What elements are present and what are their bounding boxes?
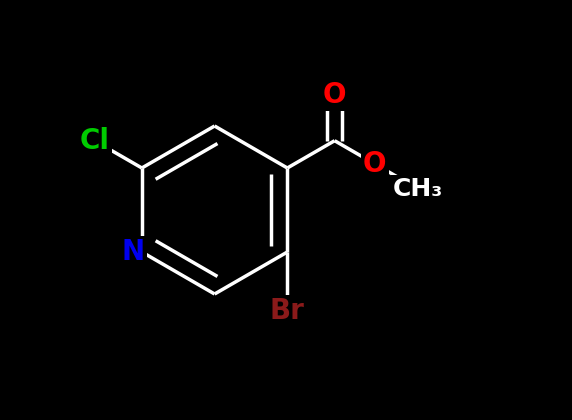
Text: CH₃: CH₃ [393, 177, 443, 201]
Text: O: O [363, 150, 387, 178]
Text: O: O [323, 81, 347, 108]
Text: Br: Br [270, 297, 305, 325]
Text: Cl: Cl [80, 127, 110, 155]
Text: N: N [122, 238, 145, 266]
